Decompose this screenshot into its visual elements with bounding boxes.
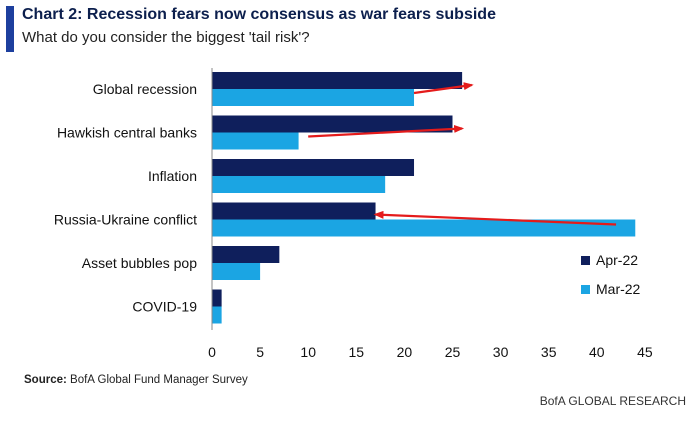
category-label: Asset bubbles pop [82,255,197,271]
category-label: Inflation [148,168,197,184]
legend-label-apr-22: Apr-22 [596,252,638,268]
annotation-arrow-0 [413,82,474,95]
x-tick-label: 45 [637,344,653,360]
bar-apr-22-3 [212,202,376,220]
x-tick-label: 20 [397,344,413,360]
x-tick-label: 15 [349,344,365,360]
bars-group [212,72,636,324]
chart-title: Chart 2: Recession fears now consensus a… [22,6,496,23]
annotation-arrow-1 [308,124,465,138]
category-label: Russia-Ukraine conflict [54,212,197,228]
bar-apr-22-1 [212,115,453,133]
bar-apr-22-2 [212,159,415,176]
bar-mar-22-0 [212,89,415,106]
x-tick-label: 10 [300,344,316,360]
annotation-arrow-2 [373,210,617,226]
x-tick-label: 0 [208,344,216,360]
legend: Apr-22 Mar-22 [581,252,641,297]
title-accent-bar [6,6,14,52]
bar-apr-22-4 [212,246,280,263]
source-note: Source: BofA Global Fund Manager Survey [24,374,248,386]
legend-swatch-apr-22 [581,256,590,265]
x-tick-label: 30 [493,344,509,360]
x-tick-label: 40 [589,344,605,360]
bar-mar-22-3 [212,219,636,237]
axis-group: Global recession Hawkish central banks Inf… [54,68,653,360]
annotation-arrows [308,82,617,226]
x-tick-label: 25 [445,344,461,360]
bar-mar-22-2 [212,176,386,193]
x-tick-label: 35 [541,344,557,360]
bar-apr-22-0 [212,72,463,89]
source-text: BofA Global Fund Manager Survey [70,374,248,386]
chart-subtitle: What do you consider the biggest 'tail r… [22,29,310,46]
bar-mar-22-4 [212,263,261,280]
brand-footer: BofA GLOBAL RESEARCH [539,394,686,408]
category-label: Global recession [93,81,197,97]
category-label: COVID-19 [132,299,197,315]
bar-mar-22-1 [212,132,299,150]
source-label: Source: [24,374,67,386]
legend-label-mar-22: Mar-22 [596,281,641,297]
bar-mar-22-5 [212,306,222,324]
category-label: Hawkish central banks [57,125,197,141]
legend-swatch-mar-22 [581,285,590,294]
x-tick-label: 5 [256,344,264,360]
bar-apr-22-5 [212,289,222,307]
